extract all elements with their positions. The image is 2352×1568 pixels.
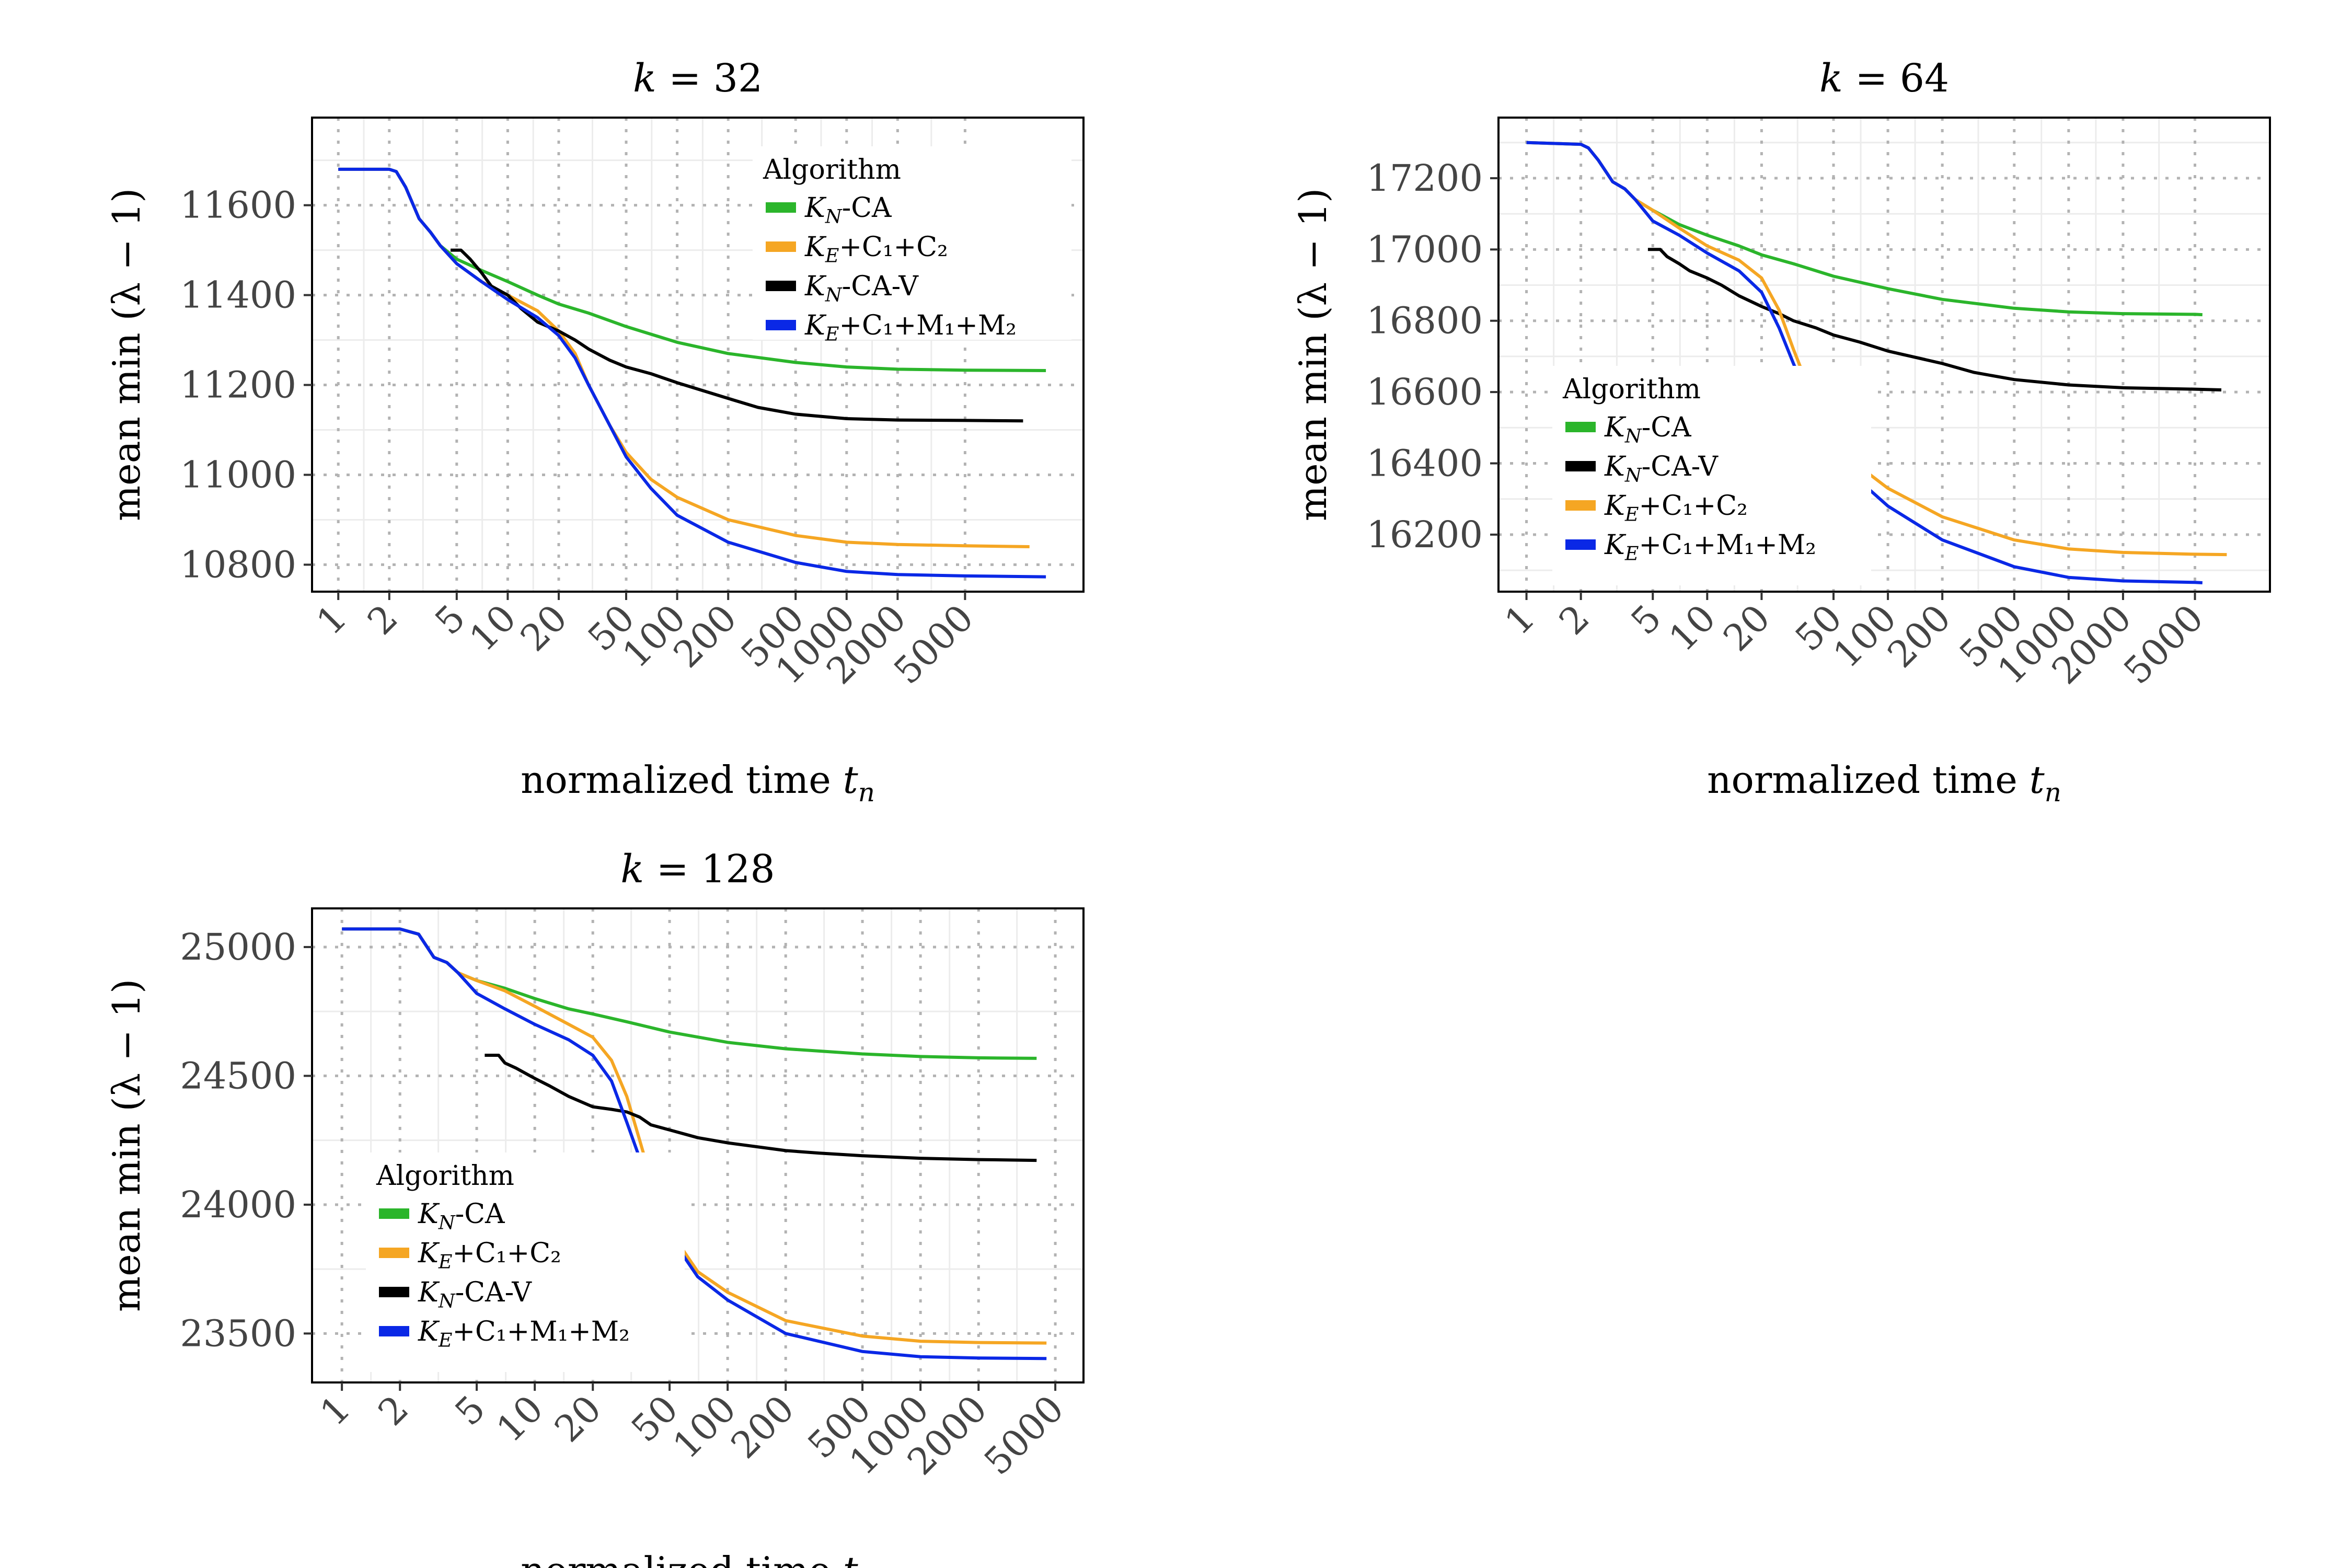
y-tick-label: 24500 <box>180 1054 296 1097</box>
x-tick-label: 2 <box>370 1387 417 1434</box>
legend-label: KN-CA-V <box>804 271 919 306</box>
x-tick-label: 20 <box>546 1387 609 1450</box>
legend-swatch <box>379 1326 409 1336</box>
legend-box <box>753 146 1071 340</box>
legend-label: KN-CA <box>1604 412 1692 447</box>
legend-box <box>1552 366 1871 585</box>
legend-swatch <box>379 1208 409 1219</box>
legend-label: KN-CA <box>418 1198 505 1233</box>
y-tick-label: 16200 <box>1366 513 1483 556</box>
y-tick-label: 11600 <box>180 184 296 227</box>
x-tick-label: 5 <box>447 1387 493 1434</box>
legend-title: Algorithm <box>763 154 901 186</box>
legend-box <box>366 1152 685 1372</box>
legend-label: KN-CA-V <box>418 1277 532 1312</box>
y-tick-label: 16600 <box>1366 371 1483 413</box>
y-tick-label: 11400 <box>180 274 296 317</box>
legend-swatch <box>379 1287 409 1297</box>
x-tick-label: 200 <box>723 1387 802 1467</box>
plot-border <box>311 907 1085 1383</box>
legend-label: KN-CA-V <box>1604 451 1719 486</box>
y-tick-label: 10800 <box>180 543 296 586</box>
chart-title: k = 32 <box>633 56 763 101</box>
y-tick-label: 17000 <box>1366 228 1483 271</box>
y-tick-label: 24000 <box>180 1183 296 1226</box>
series-line <box>1647 248 2222 391</box>
series-line <box>485 1054 1037 1162</box>
x-axis-label: normalized time tn <box>1707 758 2061 808</box>
series-line <box>338 167 1046 579</box>
x-tick-label: 5000 <box>976 1387 1072 1483</box>
legend-label: KE+C₁+M₁+M₂ <box>418 1316 630 1351</box>
y-tick-label: 16800 <box>1366 299 1483 342</box>
legend-swatch <box>766 281 796 291</box>
legend-swatch <box>766 202 796 213</box>
legend-label: KE+C₁+C₂ <box>804 232 948 267</box>
legend-swatch <box>1565 422 1596 432</box>
plot-border <box>311 117 1085 593</box>
y-tick-label: 11200 <box>180 364 296 407</box>
legend-swatch <box>766 241 796 252</box>
y-tick-label: 16400 <box>1366 442 1483 485</box>
legend-title: Algorithm <box>376 1160 514 1192</box>
x-tick-label: 10 <box>488 1387 551 1450</box>
legend-label: KE+C₁+C₂ <box>1604 490 1748 525</box>
y-tick-label: 11000 <box>180 453 296 496</box>
y-tick-label: 17200 <box>1366 157 1483 200</box>
legend-swatch <box>766 320 796 330</box>
y-axis-label: mean min (λ − 1) <box>105 979 148 1312</box>
legend-swatch <box>1565 461 1596 471</box>
legend-title: Algorithm <box>1562 374 1701 405</box>
legend-label: KN-CA <box>804 192 892 227</box>
legend-swatch <box>379 1248 409 1258</box>
chart-title: k = 64 <box>1819 56 1949 101</box>
series-line <box>1526 141 2203 584</box>
legend-label: KE+C₁+M₁+M₂ <box>1604 529 1816 564</box>
y-tick-label: 25000 <box>180 926 296 969</box>
plot-border <box>1497 117 2271 593</box>
y-tick-label: 23500 <box>180 1312 296 1355</box>
x-tick-label: 1 <box>312 1387 359 1434</box>
y-axis-label: mean min (λ − 1) <box>1291 188 1335 521</box>
series-line <box>451 248 1023 423</box>
legend-label: KE+C₁+M₁+M₂ <box>804 310 1017 345</box>
legend-swatch <box>1565 539 1596 550</box>
series-line <box>342 927 1047 1361</box>
chart-title: k = 128 <box>620 847 775 892</box>
x-axis-label: normalized time tn <box>521 758 875 808</box>
y-axis-label: mean min (λ − 1) <box>105 188 148 521</box>
legend-swatch <box>1565 500 1596 511</box>
legend-label: KE+C₁+C₂ <box>418 1238 561 1273</box>
x-axis-label: normalized time tn <box>521 1549 875 1568</box>
